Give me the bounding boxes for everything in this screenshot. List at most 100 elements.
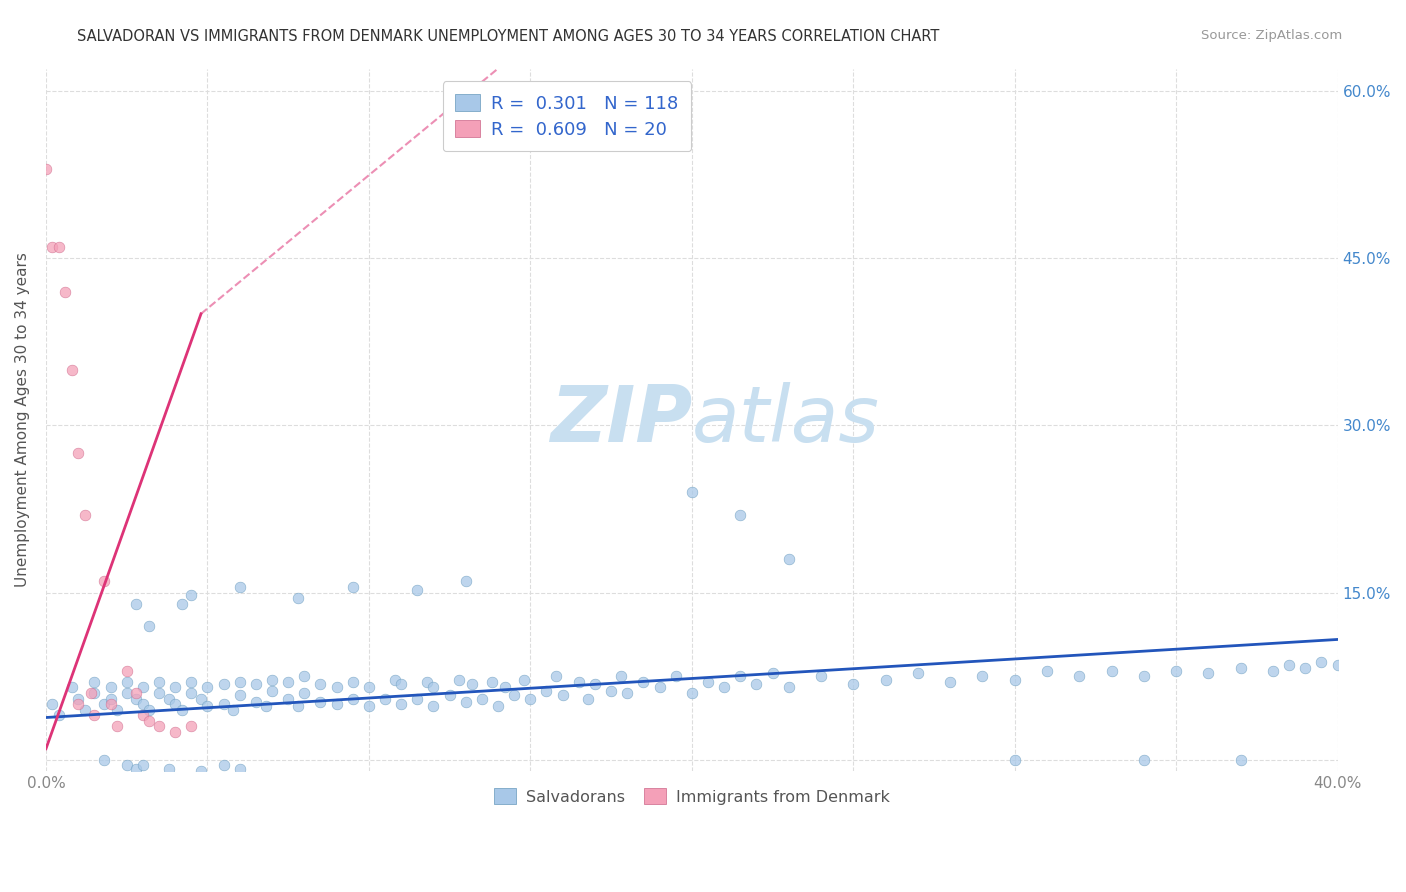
- Point: [245, 695, 267, 709]
- Point: [907, 665, 929, 680]
- Point: [481, 674, 503, 689]
- Point: [728, 508, 751, 522]
- Point: [292, 686, 315, 700]
- Point: [648, 681, 671, 695]
- Point: [384, 673, 406, 687]
- Point: [157, 691, 180, 706]
- Point: [228, 688, 250, 702]
- Point: [277, 691, 299, 706]
- Point: [93, 753, 115, 767]
- Point: [125, 691, 148, 706]
- Point: [115, 686, 138, 700]
- Point: [100, 697, 122, 711]
- Point: [439, 688, 461, 702]
- Point: [180, 686, 202, 700]
- Point: [157, 762, 180, 776]
- Point: [842, 677, 865, 691]
- Point: [1133, 753, 1156, 767]
- Text: SALVADORAN VS IMMIGRANTS FROM DENMARK UNEMPLOYMENT AMONG AGES 30 TO 34 YEARS COR: SALVADORAN VS IMMIGRANTS FROM DENMARK UN…: [77, 29, 939, 44]
- Point: [610, 669, 633, 683]
- Point: [53, 285, 76, 299]
- Point: [212, 677, 235, 691]
- Point: [665, 669, 688, 683]
- Point: [148, 719, 170, 733]
- Point: [138, 703, 160, 717]
- Point: [728, 669, 751, 683]
- Point: [93, 574, 115, 589]
- Point: [165, 725, 187, 739]
- Point: [125, 762, 148, 776]
- Point: [73, 703, 96, 717]
- Point: [761, 665, 783, 680]
- Point: [633, 674, 655, 689]
- Point: [148, 674, 170, 689]
- Point: [325, 697, 347, 711]
- Point: [494, 681, 516, 695]
- Point: [422, 699, 444, 714]
- Point: [165, 681, 187, 695]
- Point: [471, 691, 494, 706]
- Point: [125, 597, 148, 611]
- Point: [778, 681, 800, 695]
- Point: [222, 703, 245, 717]
- Point: [342, 691, 364, 706]
- Point: [287, 591, 309, 606]
- Point: [73, 508, 96, 522]
- Point: [292, 669, 315, 683]
- Point: [1278, 658, 1301, 673]
- Point: [1004, 753, 1026, 767]
- Point: [374, 691, 396, 706]
- Point: [1133, 669, 1156, 683]
- Point: [1294, 661, 1316, 675]
- Point: [83, 708, 105, 723]
- Text: ZIP: ZIP: [550, 382, 692, 458]
- Point: [875, 673, 897, 687]
- Point: [1229, 661, 1251, 675]
- Point: [600, 683, 623, 698]
- Point: [1310, 655, 1333, 669]
- Point: [357, 681, 380, 695]
- Point: [105, 719, 128, 733]
- Point: [80, 686, 103, 700]
- Point: [1101, 664, 1123, 678]
- Point: [454, 574, 477, 589]
- Point: [406, 691, 429, 706]
- Point: [616, 686, 638, 700]
- Point: [180, 588, 202, 602]
- Point: [287, 699, 309, 714]
- Point: [228, 580, 250, 594]
- Point: [260, 673, 283, 687]
- Point: [138, 619, 160, 633]
- Y-axis label: Unemployment Among Ages 30 to 34 years: Unemployment Among Ages 30 to 34 years: [15, 252, 30, 587]
- Point: [180, 674, 202, 689]
- Point: [93, 697, 115, 711]
- Point: [115, 664, 138, 678]
- Point: [1166, 664, 1188, 678]
- Point: [1036, 664, 1059, 678]
- Point: [190, 764, 212, 778]
- Point: [212, 697, 235, 711]
- Point: [546, 669, 568, 683]
- Point: [681, 686, 703, 700]
- Point: [125, 686, 148, 700]
- Point: [342, 674, 364, 689]
- Point: [536, 683, 558, 698]
- Point: [190, 691, 212, 706]
- Point: [309, 695, 332, 709]
- Point: [1198, 665, 1220, 680]
- Point: [406, 583, 429, 598]
- Text: Source: ZipAtlas.com: Source: ZipAtlas.com: [1202, 29, 1343, 42]
- Point: [1069, 669, 1091, 683]
- Point: [83, 674, 105, 689]
- Point: [41, 697, 63, 711]
- Point: [60, 681, 83, 695]
- Point: [197, 681, 219, 695]
- Point: [1004, 673, 1026, 687]
- Point: [67, 691, 90, 706]
- Point: [60, 362, 83, 376]
- Legend: Salvadorans, Immigrants from Denmark: Salvadorans, Immigrants from Denmark: [482, 777, 901, 816]
- Point: [578, 691, 600, 706]
- Point: [681, 485, 703, 500]
- Point: [100, 691, 122, 706]
- Point: [170, 597, 193, 611]
